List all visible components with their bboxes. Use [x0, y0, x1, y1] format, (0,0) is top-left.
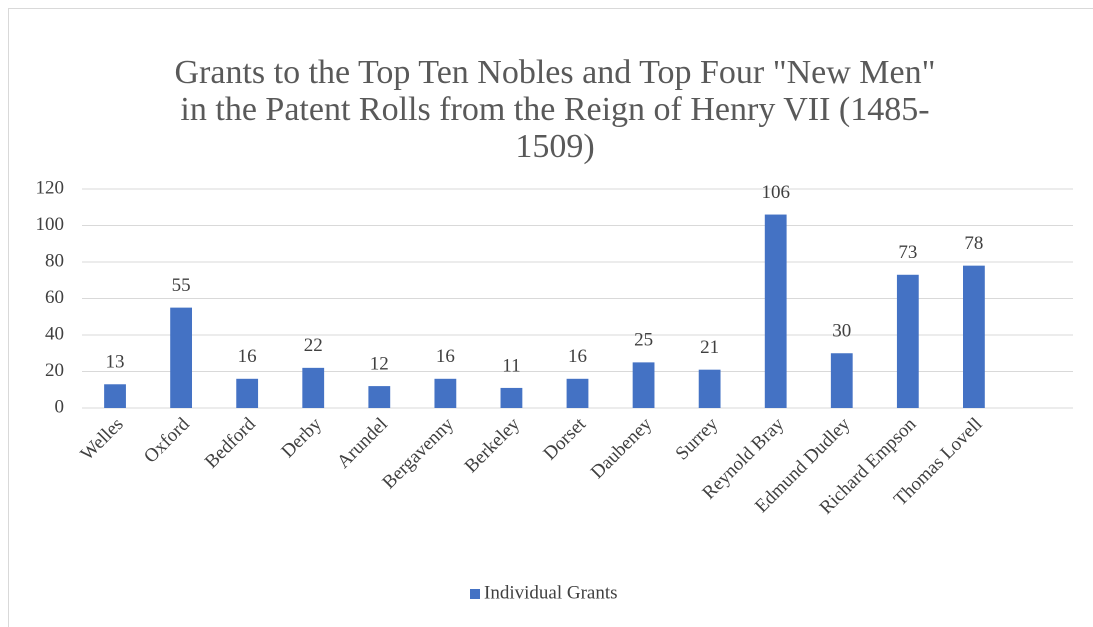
- bar: [632, 362, 655, 408]
- data-label: 16: [568, 346, 587, 367]
- data-label: 78: [964, 233, 983, 254]
- y-tick-label: 0: [55, 396, 65, 417]
- bar: [962, 265, 985, 408]
- y-tick-label: 120: [36, 177, 65, 198]
- bar: [236, 378, 259, 408]
- data-label: 106: [761, 182, 790, 203]
- chart-title: 1509): [515, 128, 594, 165]
- data-label: 22: [304, 335, 323, 356]
- data-label: 55: [172, 275, 191, 296]
- bar: [170, 307, 193, 408]
- data-label: 16: [436, 346, 455, 367]
- data-label: 21: [700, 337, 719, 358]
- data-label: 25: [634, 330, 653, 351]
- bar: [434, 378, 457, 408]
- bar: [764, 214, 787, 408]
- bar: [698, 369, 721, 408]
- data-label: 16: [238, 346, 257, 367]
- bar: [500, 387, 523, 408]
- legend-swatch: [470, 589, 480, 599]
- data-label: 11: [502, 355, 520, 376]
- bar: [104, 384, 126, 408]
- bar: [830, 353, 853, 408]
- data-label: 30: [832, 321, 851, 342]
- data-label: 73: [898, 242, 917, 263]
- bar: [896, 274, 919, 408]
- data-label: 13: [106, 352, 125, 373]
- chart-title: in the Patent Rolls from the Reign of He…: [180, 91, 929, 128]
- y-tick-label: 60: [45, 287, 64, 308]
- legend-label: Individual Grants: [484, 582, 618, 603]
- y-tick-label: 40: [45, 323, 64, 344]
- data-label: 12: [370, 353, 389, 374]
- chart-title: Grants to the Top Ten Nobles and Top Fou…: [175, 54, 936, 91]
- y-tick-label: 80: [45, 250, 64, 271]
- y-tick-label: 20: [45, 360, 64, 381]
- bar: [302, 367, 325, 408]
- y-tick-label: 100: [36, 214, 65, 235]
- bar: [368, 386, 391, 408]
- bar: [566, 378, 589, 408]
